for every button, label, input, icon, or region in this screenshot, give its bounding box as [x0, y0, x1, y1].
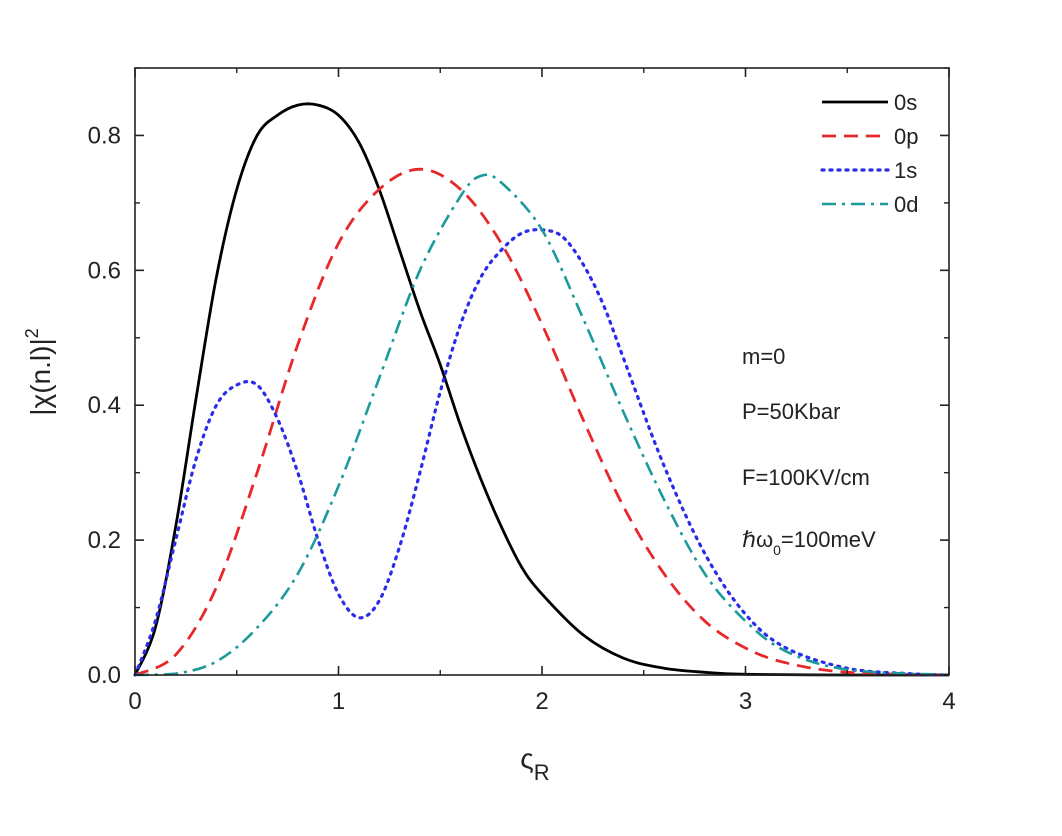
x-tick-label: 4	[942, 688, 955, 715]
series-line-0p	[134, 167, 950, 677]
legend-label-0d: 0d	[894, 192, 918, 217]
plot-area	[133, 102, 951, 677]
y-tick-label: 0.6	[88, 257, 121, 284]
axes: 0 1 2 3 4 0.0 0.2 0.4 0.6 0.8	[88, 67, 956, 715]
y-tick-label: 0.8	[88, 122, 121, 149]
y-tick-label: 0.4	[88, 392, 121, 419]
series-line-0d	[134, 173, 950, 677]
annotation-phonon-energy: ℏω0=100meV	[742, 527, 876, 558]
legend-label-0p: 0p	[894, 124, 918, 149]
y-axis-title-main: |χ(n.l)|	[25, 338, 56, 415]
annotation-hbar-omega: ℏω	[742, 527, 773, 552]
x-tick-label: 0	[128, 688, 141, 715]
legend-label-1s: 1s	[894, 158, 917, 183]
x-tick-label: 2	[535, 688, 548, 715]
x-axis-title-sub: R	[534, 760, 550, 785]
x-tick-label: 3	[739, 688, 752, 715]
annotation-m: m=0	[742, 344, 785, 369]
x-tick-label: 1	[332, 688, 345, 715]
y-axis-title: |χ(n.l)|2	[22, 328, 56, 415]
series-line-1s	[133, 228, 951, 677]
y-axis-title-sup: 2	[22, 328, 42, 338]
y-tick-label: 0.2	[88, 527, 121, 554]
legend-label-0s: 0s	[894, 90, 917, 115]
annotation-pressure: P=50Kbar	[742, 399, 840, 424]
plot-frame	[134, 67, 950, 676]
annotation-omega-sub: 0	[773, 542, 781, 558]
x-axis-title: ςR	[520, 743, 549, 785]
series-line-0s	[133, 102, 949, 677]
y-tick-label: 0.0	[88, 662, 121, 689]
x-axis-title-main: ς	[520, 743, 534, 774]
annotation-energy-value: =100meV	[781, 527, 876, 552]
annotation-field: F=100KV/cm	[742, 465, 870, 490]
legend: 0s 0p 1s 0d	[820, 90, 918, 217]
